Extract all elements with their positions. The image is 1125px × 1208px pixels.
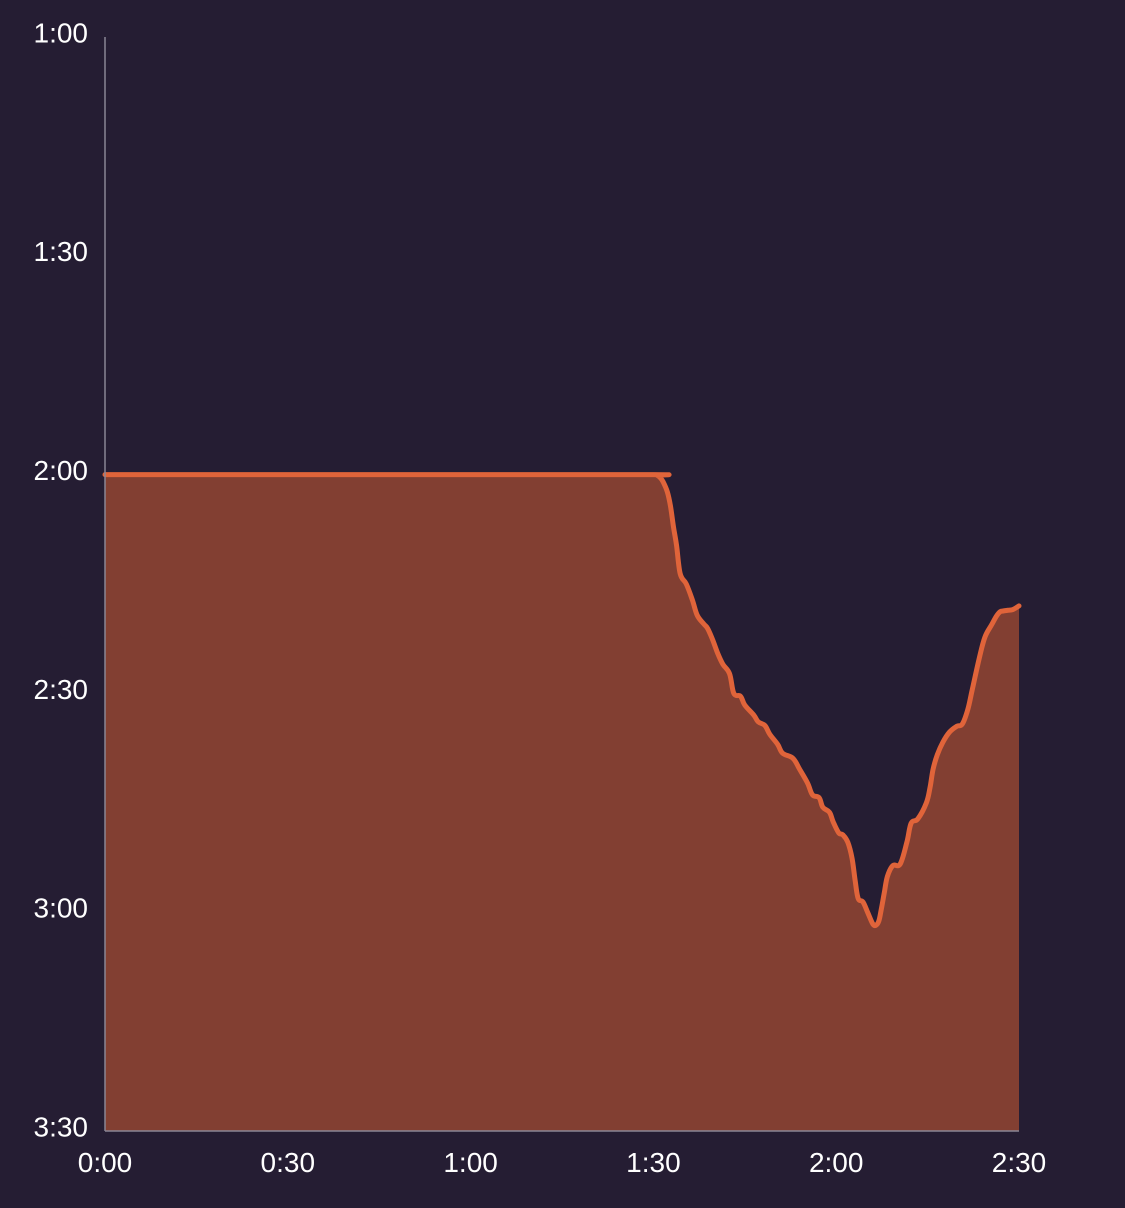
axes	[104, 37, 1019, 1132]
x-tick-label: 2:30	[992, 1147, 1047, 1178]
x-tick-label: 0:30	[261, 1147, 316, 1178]
x-tick-label: 0:00	[78, 1147, 133, 1178]
series-area-fill-0	[105, 474, 1019, 1131]
plot-area	[102, 472, 1022, 1131]
y-tick-label: 2:00	[34, 455, 89, 486]
y-tick-label: 2:30	[34, 674, 89, 705]
y-tick-label: 3:30	[34, 1111, 89, 1142]
series-line-0	[102, 472, 1022, 929]
x-tick-label: 1:00	[443, 1147, 498, 1178]
y-tick-label: 3:00	[34, 893, 89, 924]
y-tick-label: 1:00	[34, 17, 89, 48]
y-tick-label: 1:30	[34, 236, 89, 267]
tick-labels: 1:00 1:30 2:00 2:30 3:00 3:30 0:00 0:30 1:00 1:30…	[34, 17, 1047, 1178]
x-tick-label: 1:30	[626, 1147, 681, 1178]
x-tick-label: 2:00	[809, 1147, 864, 1178]
